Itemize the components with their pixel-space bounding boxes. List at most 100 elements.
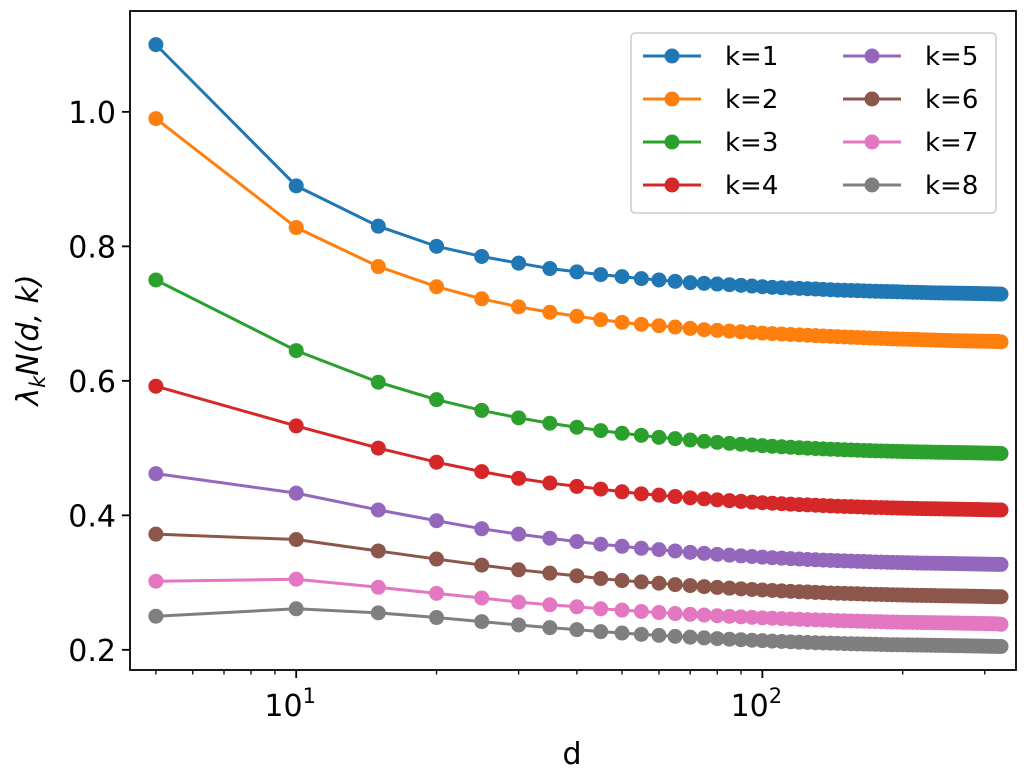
y-axis-label-text: λkN(d, k) <box>11 274 50 407</box>
data-point <box>288 571 304 587</box>
data-point <box>474 614 490 630</box>
data-point <box>667 319 683 335</box>
data-point <box>511 594 527 610</box>
data-point <box>721 580 737 596</box>
data-point <box>542 620 558 636</box>
data-point <box>633 427 649 443</box>
data-point <box>993 556 1009 572</box>
data-point <box>709 631 725 647</box>
legend-entry: k=7 <box>843 128 978 158</box>
data-point <box>569 264 585 280</box>
legend-label: k=8 <box>925 171 978 201</box>
data-point <box>511 255 527 271</box>
legend-label: k=4 <box>725 171 778 201</box>
data-point <box>733 581 749 597</box>
legend-label: k=3 <box>725 128 778 158</box>
data-point <box>569 568 585 584</box>
data-point <box>721 323 737 339</box>
data-point <box>288 220 304 236</box>
data-point <box>993 616 1009 632</box>
data-point <box>667 628 683 644</box>
data-point <box>429 585 445 601</box>
data-point <box>733 277 749 293</box>
data-point <box>542 261 558 277</box>
data-point <box>370 502 386 518</box>
data-point <box>709 492 725 508</box>
data-point <box>288 601 304 617</box>
legend-label: k=2 <box>725 85 778 115</box>
data-point <box>148 466 164 482</box>
data-point <box>614 625 630 641</box>
x-tick-exponent: 2 <box>769 684 782 708</box>
data-point <box>614 425 630 441</box>
data-point <box>651 542 667 558</box>
data-point <box>709 608 725 624</box>
data-point <box>709 579 725 595</box>
data-point <box>569 599 585 615</box>
data-point <box>993 638 1009 654</box>
data-point <box>614 269 630 285</box>
data-point <box>511 299 527 315</box>
data-point <box>569 419 585 435</box>
data-point <box>682 275 698 291</box>
legend-label: k=5 <box>925 42 978 72</box>
data-point <box>542 530 558 546</box>
data-point <box>993 502 1009 518</box>
series-3 <box>148 272 1009 461</box>
legend-label: k=1 <box>725 42 778 72</box>
data-point <box>696 607 712 623</box>
legend-marker <box>864 177 880 193</box>
data-point <box>651 575 667 591</box>
data-point <box>429 392 445 408</box>
legend-marker <box>864 91 880 107</box>
legend-marker <box>664 91 680 107</box>
data-point <box>370 218 386 234</box>
data-point <box>542 304 558 320</box>
series-7 <box>148 571 1009 632</box>
x-tick-label: 102 <box>731 684 783 724</box>
data-point <box>370 579 386 595</box>
data-point <box>733 324 749 340</box>
data-point <box>542 475 558 491</box>
series-layer <box>148 37 1009 654</box>
data-point <box>569 534 585 550</box>
legend-entry: k=5 <box>843 42 978 72</box>
data-point <box>593 571 609 587</box>
data-point <box>696 579 712 595</box>
data-point <box>429 610 445 626</box>
data-point <box>593 601 609 617</box>
data-point <box>569 308 585 324</box>
data-point <box>474 590 490 606</box>
legend-entry: k=8 <box>843 171 978 201</box>
data-point <box>429 513 445 529</box>
data-point <box>721 435 737 451</box>
data-point <box>667 543 683 559</box>
data-point <box>667 431 683 447</box>
data-point <box>709 546 725 562</box>
data-point <box>633 540 649 556</box>
data-point <box>667 606 683 622</box>
data-point <box>633 574 649 590</box>
legend-entry: k=1 <box>643 42 778 72</box>
data-point <box>733 436 749 452</box>
data-point <box>633 486 649 502</box>
data-point <box>474 248 490 264</box>
data-point <box>511 526 527 542</box>
legend-marker <box>864 48 880 64</box>
data-point <box>542 415 558 431</box>
data-point <box>569 478 585 494</box>
y-axis-label: λkN(d, k) <box>11 274 50 407</box>
y-tick-label: 1.0 <box>68 96 116 131</box>
data-point <box>511 617 527 633</box>
data-point <box>993 334 1009 350</box>
data-point <box>511 410 527 426</box>
data-point <box>667 273 683 289</box>
data-point <box>682 606 698 622</box>
legend-label: k=6 <box>925 85 978 115</box>
data-point <box>370 374 386 390</box>
data-point <box>370 543 386 559</box>
data-point <box>429 279 445 295</box>
data-point <box>370 440 386 456</box>
